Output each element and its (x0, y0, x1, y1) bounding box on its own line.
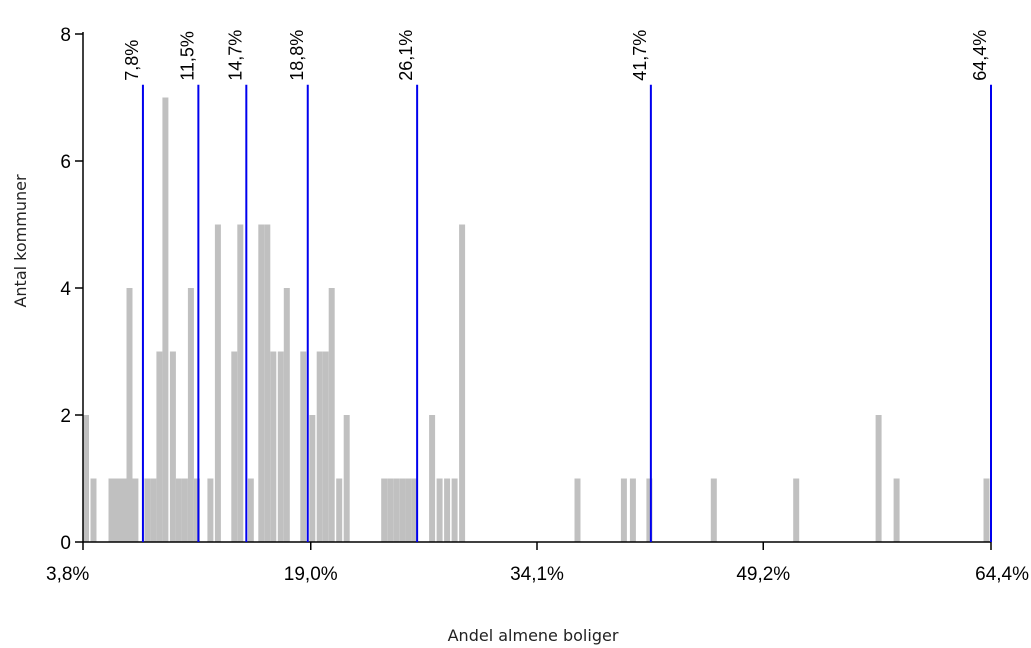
histogram-bar (793, 478, 800, 542)
histogram-bar (277, 351, 284, 542)
histogram-bar (710, 478, 717, 542)
histogram-bar (90, 478, 97, 542)
histogram-bar (156, 351, 163, 542)
histogram-bar (150, 478, 157, 542)
histogram-bar (283, 288, 290, 542)
histogram-bar (574, 478, 581, 542)
histogram-bar (893, 478, 900, 542)
reference-line-label: 7,8% (122, 40, 142, 81)
histogram-bar (144, 478, 151, 542)
histogram-bar (444, 478, 451, 542)
y-axis-title: Antal kommuner (11, 174, 30, 307)
histogram-bar (132, 478, 139, 542)
y-tick-label: 0 (60, 533, 71, 554)
histogram-bar (983, 478, 990, 542)
axes-layer: 0 2 4 6 8 3,8% 19,0% 34,1% 49,2% 64,4% (46, 25, 1029, 585)
reference-line-label: 41,7% (630, 30, 650, 81)
histogram-bar (247, 478, 254, 542)
histogram-bar (114, 478, 121, 542)
histogram-bar (381, 478, 388, 542)
y-tick-label: 2 (60, 406, 71, 427)
histogram-bar (309, 415, 316, 542)
x-tick-label: 3,8% (46, 564, 89, 585)
histogram-bar (193, 478, 200, 542)
histogram-bar (451, 478, 458, 542)
histogram-bar (231, 351, 238, 542)
histogram-bar (120, 478, 127, 542)
histogram-bar (258, 224, 265, 542)
y-tick-label: 8 (60, 25, 71, 46)
histogram-bar (328, 288, 335, 542)
histogram-bar (459, 224, 466, 542)
reference-line-label: 26,1% (396, 30, 416, 81)
histogram-bar (187, 288, 194, 542)
histogram-bar (322, 351, 329, 542)
histogram-bar (175, 478, 182, 542)
histogram-bar (336, 478, 343, 542)
reference-line-label: 18,8% (287, 30, 307, 81)
histogram-bar (393, 478, 400, 542)
reference-line-label: 64,4% (970, 30, 990, 81)
x-axis-title: Andel almene boliger (448, 626, 619, 645)
histogram-bar (646, 478, 653, 542)
histogram-bar (270, 351, 277, 542)
histogram-bar (108, 478, 115, 542)
histogram-bar (181, 478, 188, 542)
histogram-bar (429, 415, 436, 542)
histogram-bar (264, 224, 271, 542)
histogram-bar (214, 224, 221, 542)
histogram-bar (237, 224, 244, 542)
histogram-bar (399, 478, 406, 542)
histogram-bar (162, 97, 169, 542)
histogram-bar (436, 478, 443, 542)
y-tick-label: 4 (60, 279, 71, 300)
histogram-bar (405, 478, 412, 542)
x-tick-label: 49,2% (736, 564, 790, 585)
histogram-bar (875, 415, 882, 542)
histogram-bar (316, 351, 323, 542)
bars-layer (83, 97, 990, 542)
histogram-bar (207, 478, 214, 542)
histogram-bar (620, 478, 627, 542)
y-tick-label: 6 (60, 152, 71, 173)
histogram-bar (169, 351, 176, 542)
x-tick-label: 19,0% (284, 564, 338, 585)
histogram-bar (387, 478, 394, 542)
x-tick-label: 34,1% (510, 564, 564, 585)
histogram-bar (411, 478, 418, 542)
histogram-bar (343, 415, 350, 542)
reference-lines-layer: 7,8% 11,5% 14,7% 18,8% 26,1% 41,7% 64,4% (122, 30, 992, 542)
histogram-bar (629, 478, 636, 542)
histogram-bar (83, 415, 89, 542)
x-tick-label: 64,4% (975, 564, 1029, 585)
histogram-bar (300, 351, 307, 542)
reference-line-label: 11,5% (177, 31, 197, 81)
reference-line-label: 14,7% (225, 30, 245, 81)
histogram-bar (126, 288, 133, 542)
